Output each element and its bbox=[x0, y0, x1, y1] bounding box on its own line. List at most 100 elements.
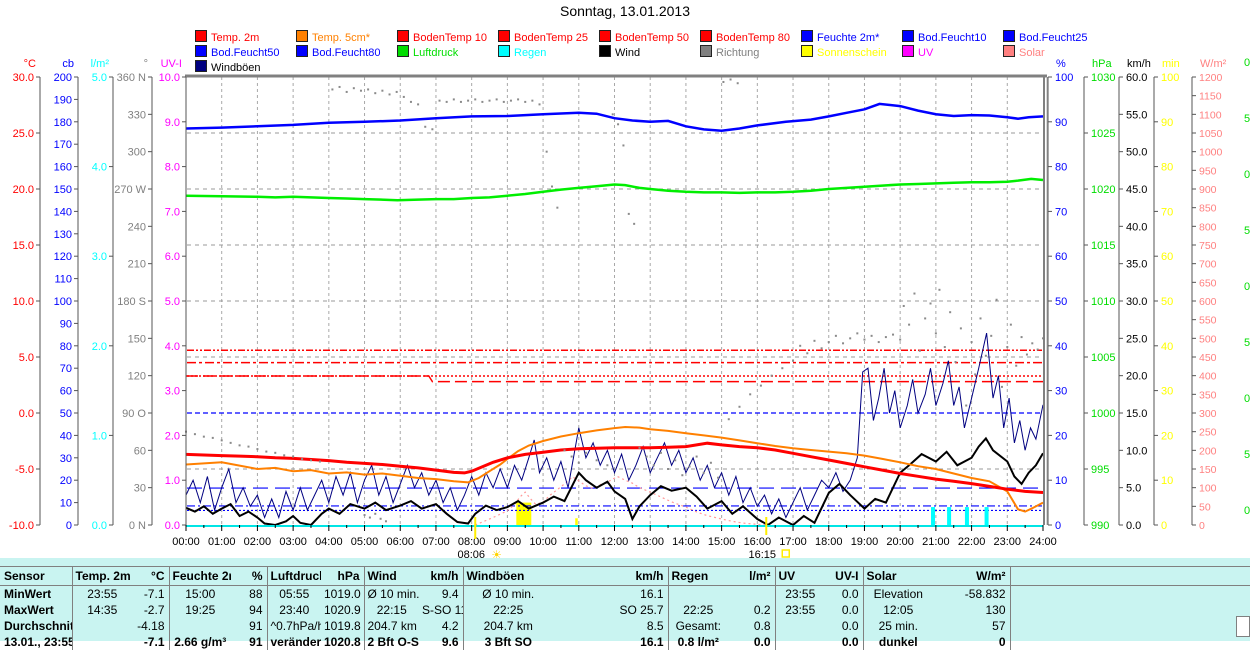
col-header-luftdruck: Luftdruck bbox=[266, 566, 321, 586]
legend-item-bodentemp-50: BodenTemp 50 bbox=[599, 30, 689, 44]
cell-text: Ø 10 min. bbox=[363, 585, 419, 602]
edge-fragment: 0 bbox=[1244, 169, 1250, 181]
cell-value: -58.832 bbox=[964, 587, 1006, 601]
legend-swatch bbox=[902, 30, 914, 42]
tick-label: 550 bbox=[1199, 315, 1217, 327]
tick-label: 1000 bbox=[1199, 147, 1223, 159]
legend-label: Luftdruck bbox=[413, 47, 459, 59]
tick-label: 2.0 bbox=[165, 430, 180, 442]
legend-swatch bbox=[801, 45, 813, 57]
legend-swatch bbox=[397, 45, 409, 57]
edge-fragment: 0 bbox=[1244, 393, 1250, 405]
edge-fragment: 5 bbox=[1244, 449, 1250, 461]
weather-chart: 30.025.020.015.010.05.00.0-5.0-10.0°C200… bbox=[9, 57, 1250, 560]
x-label: 09:00 bbox=[494, 536, 522, 548]
cell-value: -2.7 bbox=[143, 603, 165, 617]
col-header-regen: Regen bbox=[667, 566, 728, 586]
cell-value: 9.6 bbox=[441, 635, 459, 649]
y-axis-min bbox=[1153, 76, 1158, 526]
col-header-sensor: Sensor bbox=[0, 566, 72, 586]
legend-swatch bbox=[296, 45, 308, 57]
tick-label: 900 bbox=[1199, 184, 1217, 196]
tick-label: 990 bbox=[1091, 520, 1109, 532]
legend-label: Regen bbox=[514, 47, 547, 59]
legend-item-windb-en: Windböen bbox=[195, 60, 261, 74]
tick-label: 400 bbox=[1199, 371, 1217, 383]
cell-text bbox=[774, 618, 825, 634]
cell-text: 0.8 l/m² bbox=[667, 634, 728, 650]
tick-label: 20 bbox=[60, 475, 72, 487]
x-label: 02:00 bbox=[244, 536, 272, 548]
tick-label: 8.0 bbox=[165, 162, 180, 174]
cell-value: 130 bbox=[985, 603, 1006, 617]
col-header-windb-en: Windböen bbox=[462, 566, 553, 586]
tick-label: 1200 bbox=[1199, 72, 1223, 84]
tick-label: 130 bbox=[54, 229, 72, 241]
tick-label: 350 bbox=[1199, 389, 1217, 401]
row-label: Durchschnitt bbox=[4, 619, 72, 633]
legend-item-bodentemp-10: BodenTemp 10 bbox=[397, 30, 487, 44]
row-label: 13.01., 23:55 bbox=[4, 635, 72, 649]
tick-label: 100 bbox=[1199, 483, 1217, 495]
y-axis-Wm bbox=[1191, 76, 1196, 526]
axis-unit-min: min bbox=[1162, 58, 1180, 70]
tick-label: 100 bbox=[54, 296, 72, 308]
tick-label: 60.0 bbox=[1126, 72, 1147, 84]
tick-label: 1050 bbox=[1199, 128, 1223, 140]
legend-item-bod-feucht10: Bod.Feucht10 bbox=[902, 30, 987, 44]
tick-label: 0.0 bbox=[19, 408, 34, 420]
cell-text: 23:55 bbox=[71, 585, 132, 602]
tick-label: 90 O bbox=[122, 408, 146, 420]
y-axis-UVI bbox=[182, 76, 187, 526]
tick-label: 10.0 bbox=[1126, 445, 1147, 457]
tick-label: 0.0 bbox=[92, 520, 107, 532]
tick-label: 20 bbox=[1161, 430, 1173, 442]
tick-label: 1150 bbox=[1199, 91, 1222, 103]
cell-value: 4.2 bbox=[441, 619, 459, 633]
table-row-durchschnitt: Durchschnitt -4.18 91 ^0.7hPa/h 1019.8 204.7 … bbox=[0, 618, 1250, 634]
cell-value: 1020.9 bbox=[324, 603, 361, 617]
tick-label: 55.0 bbox=[1126, 109, 1147, 121]
tick-label: 150 bbox=[54, 184, 72, 196]
edge-fragment: 0 bbox=[1244, 57, 1250, 69]
table-row-minwert: MinWert 23:55 -7.1 15:00 88 05:55 1019.0 Ø 10 m… bbox=[0, 585, 1250, 602]
rain-bar bbox=[947, 507, 952, 525]
series-temp-2m bbox=[185, 441, 1044, 494]
col-header-solar: Solar bbox=[862, 566, 933, 586]
legend-item-bodentemp-80: BodenTemp 80 bbox=[700, 30, 790, 44]
cell-value: S-SO 11.6 bbox=[422, 603, 463, 617]
scatter-richtung bbox=[185, 78, 1044, 523]
legend-swatch bbox=[801, 30, 813, 42]
tick-label: 40 bbox=[1161, 341, 1173, 353]
cell-value: 9.4 bbox=[441, 587, 459, 601]
tick-label: 50.0 bbox=[1126, 147, 1147, 159]
col-unit: UV-I bbox=[825, 566, 863, 586]
x-label: 00:00 bbox=[172, 536, 200, 548]
tick-label: 70 bbox=[1161, 206, 1173, 218]
tick-label: 60 bbox=[1055, 251, 1067, 263]
series-temp-5cm bbox=[185, 425, 1044, 513]
tick-label: 180 bbox=[54, 117, 72, 129]
scroll-grip[interactable] bbox=[1236, 616, 1250, 637]
tick-label: 70 bbox=[60, 363, 72, 375]
cell-value: 0.0 bbox=[841, 587, 859, 601]
legend-item-bod-feucht50: Bod.Feucht50 bbox=[195, 45, 280, 59]
tick-label: 210 bbox=[128, 259, 146, 271]
tick-label: 100 bbox=[1055, 72, 1073, 84]
y-axis-kmh bbox=[1118, 76, 1123, 526]
tick-label: 25.0 bbox=[1126, 333, 1147, 345]
axis-unit-°: ° bbox=[144, 58, 148, 70]
cell-value: 91 bbox=[249, 635, 263, 649]
col-unit: km/h bbox=[419, 566, 463, 586]
tick-label: 10 bbox=[1161, 475, 1173, 487]
legend-label: BodenTemp 50 bbox=[615, 32, 689, 44]
axis-unit-UVI: UV-I bbox=[161, 58, 182, 70]
tick-label: 80 bbox=[60, 341, 72, 353]
col-header-temp-2m: Temp. 2m bbox=[71, 566, 132, 586]
cell-text: 14:35 bbox=[71, 602, 132, 618]
col-unit: % bbox=[231, 566, 267, 586]
tick-label: -10.0 bbox=[9, 520, 34, 532]
tick-label: 800 bbox=[1199, 221, 1217, 233]
legend-label: Sonnenschein bbox=[817, 47, 887, 59]
